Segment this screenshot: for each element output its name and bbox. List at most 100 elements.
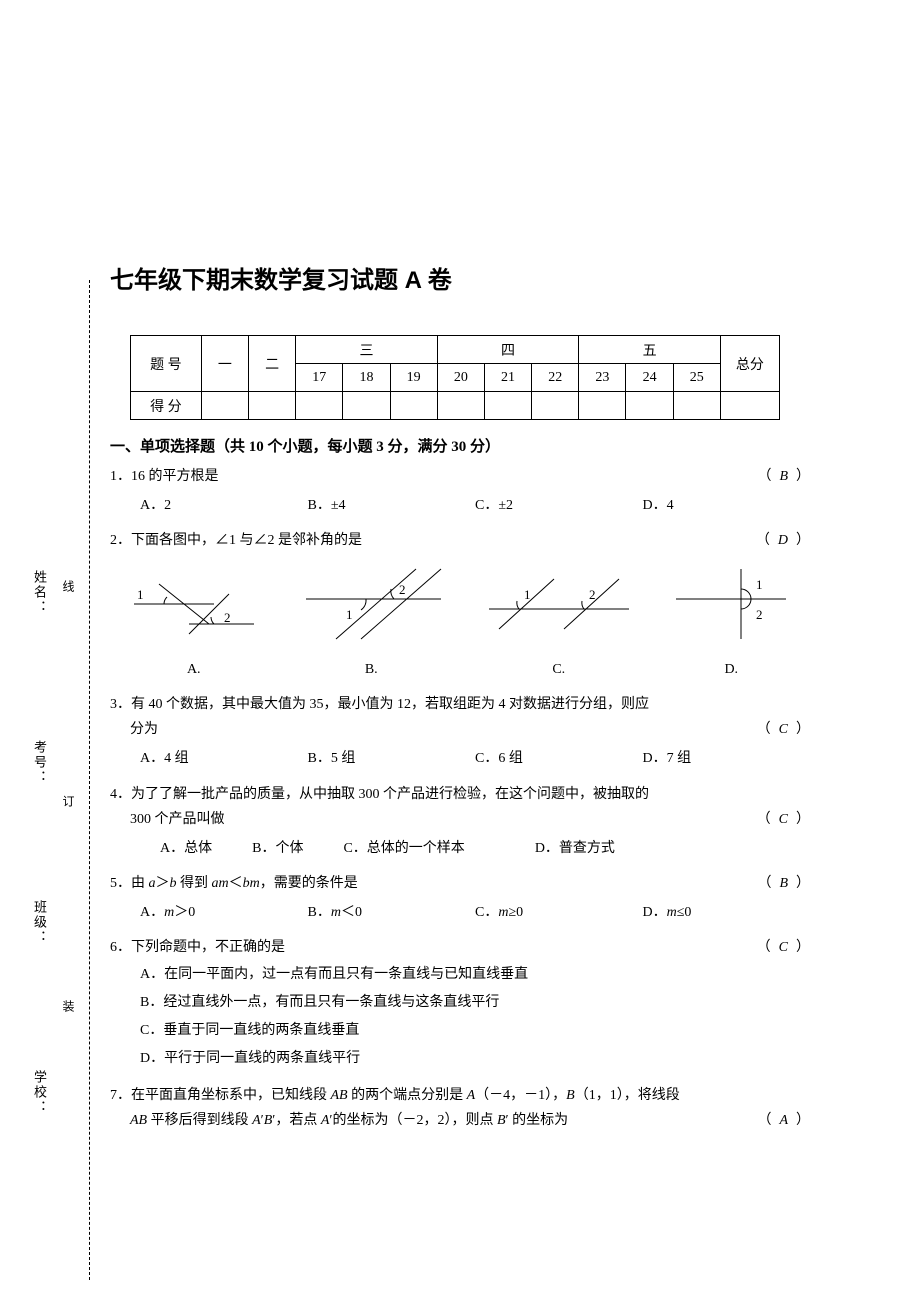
class-label: 班级：	[30, 900, 49, 945]
question-7: 7．在平面直角坐标系中，已知线段 AB 的两个端点分别是 A（－4，－1），B（…	[110, 1083, 810, 1133]
q4-answer: C	[771, 812, 796, 827]
q2-diagrams: 1 2 A. 1 2 B.	[110, 564, 810, 682]
cell-blank	[296, 392, 343, 420]
q3-answer-paren: （C）	[737, 717, 810, 742]
q3-options: A．4 组 B．5 组 C．6 组 D．7 组	[140, 746, 810, 771]
q3-opt-c: C．6 组	[475, 746, 643, 771]
q2-label-d: D.	[671, 657, 791, 682]
q5-answer: B	[771, 876, 796, 891]
th-tihao: 题 号	[131, 336, 202, 392]
angle-diagram-b: 1 2	[296, 564, 446, 644]
question-2: 2．下面各图中，∠1 与∠2 是邻补角的是 （D） 1 2 A.	[110, 528, 810, 682]
th-zongfen: 总分	[720, 336, 779, 392]
question-1: 1．16 的平方根是 （B） A．2 B．±4 C．±2 D．4	[110, 464, 810, 518]
th-si: 四	[437, 336, 579, 364]
q1-options: A．2 B．±4 C．±2 D．4	[140, 493, 810, 518]
th-22: 22	[532, 364, 579, 392]
q6-text: 6．下列命题中，不正确的是	[110, 935, 737, 960]
q5-opt-c: C．m≥0	[475, 900, 643, 925]
exam-label: 考号：	[30, 740, 49, 785]
dash-zhuang: 装	[60, 1000, 77, 1015]
th-er: 二	[248, 336, 295, 392]
page-title: 七年级下期末数学复习试题 A 卷	[110, 260, 810, 295]
q5-opt-b: B．m＜0	[308, 900, 476, 925]
cell-blank	[437, 392, 484, 420]
q2-label-b: B.	[296, 657, 446, 682]
question-4: 4．为了了解一批产品的质量，从中抽取 300 个产品进行检验，在这个问题中，被抽…	[110, 782, 810, 862]
q6-opt-a: A．在同一平面内，过一点有而且只有一条直线与已知直线垂直	[140, 961, 810, 989]
q3-answer: C	[771, 722, 796, 737]
q5-options: A．m＞0 B．m＜0 C．m≥0 D．m≤0	[140, 900, 810, 925]
q5-answer-paren: （B）	[737, 871, 810, 896]
cell-blank	[532, 392, 579, 420]
q3-opt-a: A．4 组	[140, 746, 308, 771]
cell-blank	[579, 392, 626, 420]
q4-text1: 4．为了了解一批产品的质量，从中抽取 300 个产品进行检验，在这个问题中，被抽…	[110, 782, 810, 807]
angle-2-label: 2	[224, 610, 231, 625]
section-1-header: 一、单项选择题（共 10 个小题，每小题 3 分，满分 30 分）	[110, 435, 810, 456]
q6-opt-d: D．平行于同一直线的两条直线平行	[140, 1045, 810, 1073]
cell-blank	[626, 392, 673, 420]
angle-1-label: 1	[524, 587, 531, 602]
q5-text: 5．由 a＞b 得到 am＜bm，需要的条件是	[110, 871, 737, 896]
th-defen: 得 分	[131, 392, 202, 420]
question-6: 6．下列命题中，不正确的是 （C） A．在同一平面内，过一点有而且只有一条直线与…	[110, 935, 810, 1072]
th-yi: 一	[201, 336, 248, 392]
angle-diagram-d: 1 2	[671, 564, 791, 644]
q4-opt-d: D．普查方式	[535, 836, 615, 861]
score-table: 题 号 一 二 三 四 五 总分 17 18 19 20 21 22 23 24…	[130, 335, 780, 420]
content-area: 七年级下期末数学复习试题 A 卷 题 号 一 二 三 四 五 总分 17 18 …	[110, 260, 810, 1143]
q2-label-a: A.	[129, 657, 259, 682]
q3-text2: 分为	[130, 717, 737, 742]
q3-text1: 3．有 40 个数据，其中最大值为 35，最小值为 12，若取组距为 4 对数据…	[110, 692, 810, 717]
q2-text: 2．下面各图中，∠1 与∠2 是邻补角的是	[110, 528, 736, 553]
q2-diagram-c: 1 2 C.	[484, 574, 634, 682]
angle-1-label: 1	[756, 577, 763, 592]
q4-opt-c: C．总体的一个样本	[343, 836, 464, 861]
binding-edge: 姓名： 考号： 班级： 学校： 线 订 装	[60, 280, 90, 1280]
angle-2-label: 2	[589, 587, 596, 602]
q1-opt-b: B．±4	[308, 493, 476, 518]
th-25: 25	[673, 364, 720, 392]
q1-opt-c: C．±2	[475, 493, 643, 518]
q3-opt-d: D．7 组	[643, 746, 811, 771]
q4-text2: 300 个产品叫做	[130, 807, 737, 832]
q7-answer-paren: （A）	[737, 1108, 810, 1133]
cell-blank	[673, 392, 720, 420]
th-21: 21	[484, 364, 531, 392]
q7-answer: A	[771, 1113, 796, 1128]
cell-blank	[390, 392, 437, 420]
th-wu: 五	[579, 336, 721, 364]
cell-blank	[201, 392, 248, 420]
th-20: 20	[437, 364, 484, 392]
angle-1-label: 1	[346, 607, 353, 622]
q6-answer-paren: （C）	[737, 935, 810, 960]
q6-answer: C	[771, 940, 796, 955]
angle-2-label: 2	[399, 582, 406, 597]
question-5: 5．由 a＞b 得到 am＜bm，需要的条件是 （B） A．m＞0 B．m＜0 …	[110, 871, 810, 925]
dash-xian: 线	[60, 580, 77, 595]
q6-opt-b: B．经过直线外一点，有而且只有一条直线与这条直线平行	[140, 989, 810, 1017]
q1-answer: B	[771, 469, 796, 484]
angle-1-label: 1	[137, 587, 144, 602]
angle-diagram-a: 1 2	[129, 574, 259, 644]
cell-blank	[343, 392, 390, 420]
q7-text2: AB 平移后得到线段 A′B′，若点 A′的坐标为（－2，2），则点 B′ 的坐…	[130, 1108, 810, 1133]
q5-opt-d: D．m≤0	[643, 900, 811, 925]
q2-label-c: C.	[484, 657, 634, 682]
q2-answer: D	[770, 533, 796, 548]
question-3: 3．有 40 个数据，其中最大值为 35，最小值为 12，若取组距为 4 对数据…	[110, 692, 810, 772]
q4-opt-b: B．个体	[252, 836, 303, 861]
q1-text: 1．16 的平方根是	[110, 464, 737, 489]
th-17: 17	[296, 364, 343, 392]
q4-answer-paren: （C）	[737, 807, 810, 832]
cell-blank	[720, 392, 779, 420]
q1-opt-a: A．2	[140, 493, 308, 518]
angle-2-label: 2	[756, 607, 763, 622]
q4-options: A．总体 B．个体 C．总体的一个样本 D．普查方式	[160, 836, 810, 861]
q7-text1: 7．在平面直角坐标系中，已知线段 AB 的两个端点分别是 A（－4，－1），B（…	[110, 1083, 810, 1108]
th-24: 24	[626, 364, 673, 392]
table-row: 得 分	[131, 392, 780, 420]
th-san: 三	[296, 336, 438, 364]
school-label: 学校：	[30, 1070, 49, 1115]
